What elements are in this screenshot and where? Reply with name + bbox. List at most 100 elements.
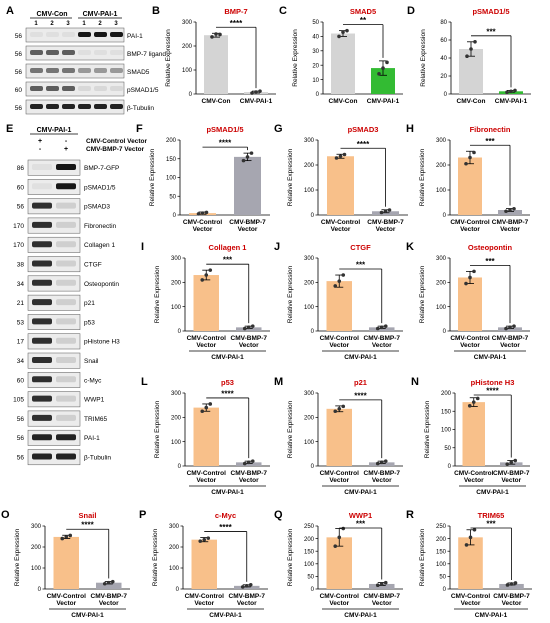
x-tick-label: CMV-Control — [450, 219, 490, 226]
y-tick-label: 250 — [304, 524, 315, 530]
data-point — [196, 212, 201, 216]
western-blot-panel-a: A CMV-Con CMV-PAI-1 1 2 3 1 2 3 56 PAI-1 56 BMP-7 li… — [6, 5, 166, 115]
y-axis-label: Relative Expression — [419, 528, 426, 586]
y-tick-label: 50 — [169, 194, 176, 200]
data-point — [337, 279, 342, 283]
data-point — [204, 210, 209, 215]
data-point — [512, 324, 516, 328]
bar — [369, 327, 395, 331]
data-point — [250, 91, 254, 95]
blot-band — [56, 376, 76, 383]
data-point — [375, 326, 380, 331]
molecular-weight: 17 — [17, 339, 25, 346]
blot-band — [56, 241, 76, 248]
x-tick-label: CMV-Con — [202, 98, 231, 105]
y-tick-label: 0 — [443, 329, 447, 335]
data-point — [383, 580, 388, 585]
molecular-weight: 34 — [17, 281, 25, 288]
band-label: CTGF — [84, 262, 102, 269]
blot-band — [62, 32, 75, 37]
band-label: BMP-7 ligand — [127, 51, 166, 58]
bar — [204, 35, 228, 94]
blot-band — [110, 104, 123, 109]
chart-title: Osteopontin — [468, 243, 513, 252]
significance-stars: *** — [223, 256, 233, 265]
data-point — [505, 583, 510, 587]
band-label: TRIM65 — [84, 416, 108, 423]
x-tick-label: CMV-BMP-7 — [364, 470, 401, 477]
y-axis-label: Relative Expression — [154, 400, 161, 458]
treatment-sign: + — [38, 138, 42, 145]
molecular-weight: 60 — [17, 377, 25, 384]
y-tick-label: 0 — [444, 92, 448, 98]
y-tick-label: 100 — [304, 440, 315, 446]
y-tick-label: 40 — [312, 35, 319, 41]
data-point — [258, 89, 262, 93]
chart-title: pSMAD1/5 — [472, 7, 509, 16]
data-point — [509, 582, 514, 586]
y-tick-label: 200 — [31, 545, 42, 551]
bar — [193, 407, 219, 466]
bar — [327, 156, 354, 215]
bar — [326, 408, 352, 466]
data-point — [200, 278, 205, 282]
blot-band — [56, 395, 76, 402]
treatment-sign: - — [39, 146, 42, 153]
x-tick-label: Vector — [331, 226, 351, 233]
blot-band — [94, 32, 107, 37]
blot-band — [78, 86, 91, 91]
blot-strip — [27, 410, 81, 427]
blot-band — [56, 183, 76, 190]
bar — [498, 327, 522, 331]
y-tick-label: 0 — [178, 329, 182, 335]
data-point — [337, 407, 342, 411]
x-tick-label: Vector — [501, 477, 521, 484]
y-tick-label: 300 — [31, 524, 42, 530]
y-axis-label: Relative Expression — [419, 265, 426, 323]
data-point — [509, 460, 514, 465]
y-tick-label: 0 — [38, 587, 42, 593]
panel-letter: B — [152, 5, 160, 17]
chart-title: BMP-7 — [224, 7, 247, 16]
x-tick-label: CMV-Control — [185, 593, 225, 600]
y-tick-label: 200 — [182, 44, 193, 50]
blot-band — [56, 202, 76, 209]
x-tick-label: Vector — [376, 226, 396, 233]
y-tick-label: 30 — [312, 49, 319, 55]
data-point — [472, 150, 476, 155]
y-tick-label: 200 — [171, 281, 182, 287]
band-label: β-Tubulin — [84, 455, 111, 462]
molecular-weight: 38 — [17, 262, 25, 269]
bar — [458, 277, 482, 331]
blot-band — [110, 86, 123, 91]
chart-title: CTGF — [350, 243, 371, 252]
data-point — [198, 539, 203, 543]
significance-stars: **** — [81, 521, 94, 530]
panel-letter: C — [279, 5, 287, 17]
band-label: pHistone H3 — [84, 339, 120, 346]
chart-title: p53 — [221, 378, 234, 387]
bar — [331, 33, 355, 94]
x-tick-label: Vector — [460, 226, 480, 233]
blot-band — [32, 279, 52, 286]
data-point — [341, 30, 345, 34]
data-point — [110, 579, 115, 584]
panel-letter: Q — [274, 509, 283, 521]
x-tick-label: CMV-PAI-1 — [495, 98, 528, 105]
data-point — [200, 211, 205, 215]
chart-title: pSMAD1/5 — [206, 125, 243, 134]
panel-letter: L — [141, 376, 148, 388]
x-tick-label: CMV-Control — [187, 470, 227, 477]
chart-title: SMAD5 — [350, 7, 376, 16]
blot-band — [110, 32, 123, 37]
data-point — [387, 208, 392, 212]
treatment-sign: - — [65, 138, 68, 145]
data-point — [471, 400, 476, 404]
x-tick-label: Vector — [329, 342, 349, 349]
blot-band — [56, 279, 76, 286]
data-point — [345, 28, 349, 33]
x-tick-label: Vector — [500, 226, 520, 233]
blot-band — [56, 260, 76, 267]
